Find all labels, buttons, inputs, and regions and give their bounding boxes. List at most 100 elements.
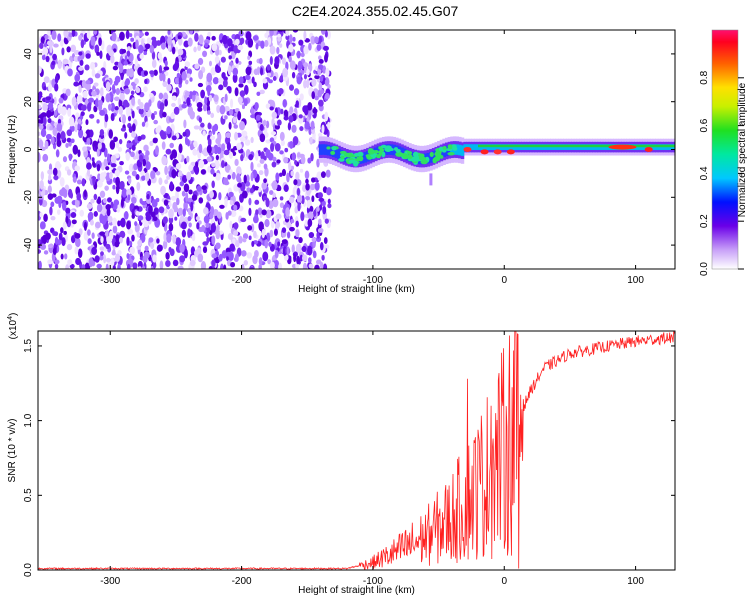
noise-cell bbox=[117, 147, 123, 153]
noise-cell bbox=[318, 99, 324, 107]
noise-cell bbox=[303, 79, 307, 89]
noise-cell bbox=[96, 263, 102, 269]
noise-cell bbox=[156, 244, 163, 252]
noise-cell bbox=[41, 54, 46, 61]
noise-cell bbox=[263, 163, 268, 170]
noise-cell bbox=[47, 193, 54, 200]
bottom-ytick-label: 0.5 bbox=[23, 488, 34, 502]
noise-cell bbox=[232, 151, 237, 156]
noise-cell bbox=[175, 46, 179, 52]
bottom-xlabel: Height of straight line (km) bbox=[298, 585, 415, 596]
noise-cell bbox=[128, 125, 133, 133]
noise-cell bbox=[145, 161, 151, 170]
noise-cell bbox=[119, 31, 125, 41]
signal-spot bbox=[357, 155, 364, 162]
noise-cell bbox=[163, 239, 168, 250]
noise-cell bbox=[159, 260, 164, 269]
noise-cell bbox=[249, 266, 254, 269]
noise-cell bbox=[158, 64, 163, 75]
noise-cell bbox=[111, 251, 116, 256]
noise-cell bbox=[170, 153, 174, 161]
noise-cell bbox=[105, 257, 111, 263]
noise-cell bbox=[250, 172, 254, 182]
signal-spot bbox=[452, 146, 458, 151]
noise-cell bbox=[241, 250, 247, 257]
noise-cell bbox=[40, 243, 47, 250]
noise-cell bbox=[222, 79, 228, 88]
noise-cell bbox=[62, 156, 68, 163]
signal-hotspot bbox=[480, 149, 489, 155]
noise-cell bbox=[248, 235, 252, 241]
noise-cell bbox=[166, 204, 170, 210]
noise-cell bbox=[209, 190, 214, 199]
noise-cell bbox=[53, 43, 59, 48]
noise-cell bbox=[305, 196, 311, 201]
noise-cell bbox=[125, 106, 132, 117]
noise-cell bbox=[96, 148, 100, 157]
signal-core bbox=[363, 152, 368, 163]
noise-cell bbox=[313, 209, 317, 217]
noise-cell bbox=[206, 72, 213, 83]
noise-cell bbox=[144, 43, 151, 50]
signal-core bbox=[455, 144, 459, 155]
noise-cell bbox=[117, 263, 121, 269]
noise-cell bbox=[82, 146, 88, 152]
noise-cell bbox=[53, 231, 59, 237]
noise-cell bbox=[243, 98, 248, 107]
signal-spot bbox=[357, 151, 364, 157]
noise-cell bbox=[74, 246, 79, 255]
signal-spot bbox=[407, 154, 413, 159]
noise-cell bbox=[132, 155, 137, 160]
noise-cell bbox=[93, 211, 98, 217]
noise-cell bbox=[181, 229, 187, 238]
noise-cell bbox=[162, 73, 166, 82]
noise-cell bbox=[258, 221, 264, 232]
noise-cell bbox=[257, 207, 263, 215]
noise-cell bbox=[78, 66, 84, 71]
signal-spot bbox=[340, 155, 345, 160]
noise-cell bbox=[137, 98, 141, 106]
noise-cell bbox=[60, 253, 64, 260]
colorbar-frame bbox=[711, 29, 739, 270]
noise-cell bbox=[276, 119, 282, 126]
noise-cell bbox=[68, 116, 75, 127]
noise-cell bbox=[202, 130, 206, 137]
noise-cell bbox=[300, 211, 305, 222]
noise-cell bbox=[293, 179, 298, 186]
noise-cell bbox=[280, 108, 284, 115]
noise-cell bbox=[316, 158, 320, 168]
noise-cell bbox=[320, 171, 326, 178]
noise-cell bbox=[38, 239, 41, 245]
bottom-plot-frame bbox=[37, 330, 676, 571]
noise-cell bbox=[97, 173, 101, 181]
chart-title: C2E4.2024.355.02.45.G07 bbox=[291, 3, 459, 19]
noise-cell bbox=[314, 95, 319, 101]
noise-cell bbox=[275, 221, 281, 229]
noise-cell bbox=[97, 196, 101, 204]
noise-cell bbox=[203, 104, 208, 112]
noise-cell bbox=[104, 185, 109, 191]
noise-cell bbox=[110, 30, 117, 33]
top-xtick-label: -200 bbox=[232, 275, 252, 286]
noise-cell bbox=[269, 229, 274, 238]
noise-cell bbox=[237, 182, 242, 188]
noise-cell bbox=[177, 265, 184, 269]
noise-cell bbox=[228, 251, 234, 261]
noise-cell bbox=[245, 174, 250, 183]
noise-cell bbox=[327, 203, 332, 209]
noise-cell bbox=[179, 244, 185, 253]
noise-cell bbox=[61, 237, 66, 247]
noise-cell bbox=[259, 124, 264, 131]
noise-cell bbox=[78, 34, 83, 41]
noise-cell bbox=[248, 197, 252, 206]
noise-cell bbox=[198, 197, 204, 204]
noise-cell bbox=[165, 148, 172, 155]
noise-cell bbox=[306, 68, 310, 76]
noise-cell bbox=[234, 240, 240, 248]
noise-cell bbox=[131, 97, 135, 106]
noise-cell bbox=[57, 103, 62, 114]
noise-cell bbox=[298, 39, 304, 46]
noise-cell bbox=[60, 106, 67, 116]
noise-cell bbox=[295, 220, 299, 228]
